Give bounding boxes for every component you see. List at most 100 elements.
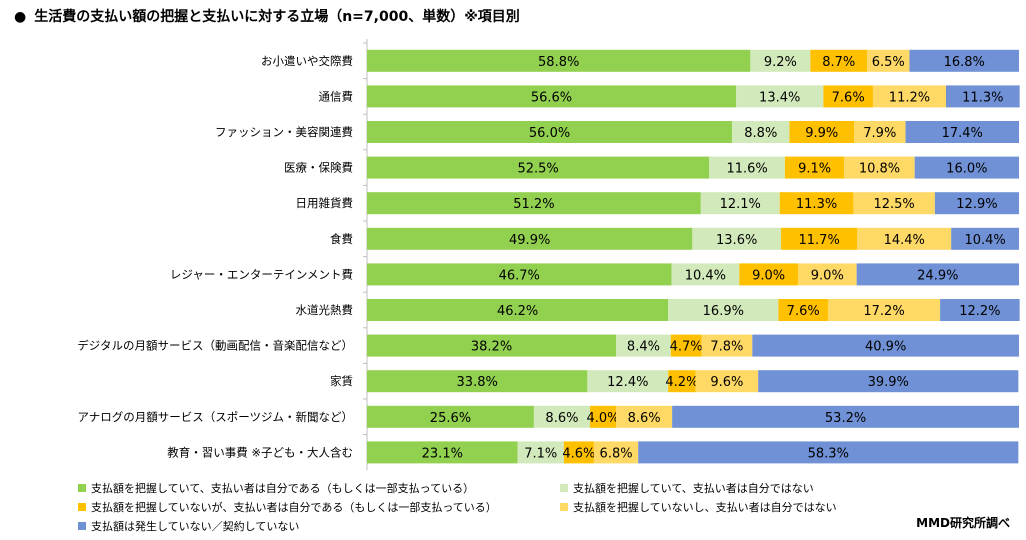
bar-segment bbox=[668, 299, 779, 321]
data-label: 16.0% bbox=[946, 162, 987, 177]
bar-segment bbox=[701, 334, 753, 357]
data-label: 9.1% bbox=[798, 162, 831, 177]
data-label: 23.1% bbox=[422, 446, 463, 461]
bar-segment bbox=[367, 334, 617, 357]
source-credit: MMD研究所調べ bbox=[916, 516, 1010, 530]
data-label: 6.5% bbox=[872, 55, 905, 70]
bar-segment bbox=[827, 299, 941, 321]
bar-segment bbox=[736, 85, 824, 108]
bar-segment bbox=[517, 441, 564, 464]
bar-segment bbox=[709, 156, 785, 179]
category-label: デジタルの月額サービス（動画配信・音楽配信など） bbox=[77, 339, 353, 353]
data-label: 7.6% bbox=[787, 304, 820, 319]
bar-segment bbox=[367, 85, 737, 108]
bar-segment bbox=[797, 263, 857, 286]
bar-segment bbox=[367, 441, 518, 464]
data-label: 53.2% bbox=[825, 411, 866, 426]
legend-entry-5: 支払額は発生していない／契約していない bbox=[78, 518, 299, 534]
bar-segment bbox=[934, 192, 1019, 215]
bar-segment bbox=[671, 263, 740, 286]
bar-segment bbox=[810, 49, 868, 72]
bar-segment bbox=[616, 405, 673, 428]
legend-entry-3: 支払額を把握していないが、支払い者は自分である（もしくは一部支払っている） bbox=[78, 499, 497, 515]
data-label: 8.6% bbox=[545, 411, 578, 426]
legend-entry-2: 支払額を把握していて、支払い者は自分ではない bbox=[560, 480, 814, 496]
data-label: 12.2% bbox=[959, 304, 1000, 319]
legend-swatch bbox=[560, 484, 568, 492]
legend-label: 支払額を把握していて、支払い者は自分ではない bbox=[573, 482, 814, 495]
bar-segment bbox=[779, 192, 854, 215]
bar-segment bbox=[914, 156, 1019, 179]
data-label: 46.2% bbox=[497, 304, 538, 319]
data-label: 13.4% bbox=[759, 90, 800, 105]
bar-segment bbox=[587, 370, 669, 393]
bar-segment bbox=[844, 156, 915, 179]
bar-segment bbox=[752, 334, 1019, 357]
bar-segment bbox=[367, 227, 693, 250]
data-label: 9.9% bbox=[805, 126, 838, 141]
data-label: 14.4% bbox=[884, 233, 925, 248]
data-label: 4.0% bbox=[587, 411, 620, 426]
bar-segment bbox=[872, 85, 946, 108]
data-label: 25.6% bbox=[430, 411, 471, 426]
legend-swatch bbox=[560, 503, 568, 511]
data-label: 11.2% bbox=[889, 90, 930, 105]
legend-entry-4: 支払額を把握していないし、支払い者は自分ではない bbox=[560, 499, 837, 515]
bar-segment bbox=[367, 263, 672, 286]
bar-segment bbox=[367, 49, 751, 72]
bar-segment bbox=[853, 192, 935, 215]
bar-segment bbox=[823, 85, 873, 108]
legend-label: 支払額を把握していないが、支払い者は自分である（もしくは一部支払っている） bbox=[91, 501, 497, 514]
bar-segment bbox=[781, 227, 858, 250]
data-label: 7.1% bbox=[524, 446, 557, 461]
category-label: ファッション・美容関連費 bbox=[215, 125, 353, 139]
category-label: アナログの月額サービス（スポーツジム・新聞など） bbox=[77, 410, 353, 424]
data-label: 38.2% bbox=[471, 340, 512, 355]
bar-segment bbox=[784, 156, 845, 179]
data-label: 9.2% bbox=[764, 55, 797, 70]
category-label: お小遣いや交際費 bbox=[261, 54, 353, 68]
bar-segment bbox=[778, 299, 828, 321]
bar-segment bbox=[750, 49, 811, 72]
bar-segment bbox=[367, 192, 701, 215]
legend-label: 支払額を把握していて、支払い者は自分である（もしくは一部支払っている） bbox=[91, 482, 475, 495]
data-label: 13.6% bbox=[716, 233, 757, 248]
bar-segment bbox=[593, 441, 639, 464]
bar-segment bbox=[589, 405, 617, 428]
bar-segment bbox=[732, 121, 790, 143]
data-label: 11.6% bbox=[726, 162, 767, 177]
data-label: 7.8% bbox=[710, 340, 743, 355]
category-label: 教育・習い事費 ※子ども・大人含む bbox=[167, 445, 353, 459]
bar-segment bbox=[616, 334, 671, 357]
data-label: 9.0% bbox=[811, 268, 844, 283]
bar-segment bbox=[739, 263, 798, 286]
bar-segment bbox=[945, 85, 1020, 108]
category-label: レジャー・エンターテインメント費 bbox=[170, 267, 353, 281]
bar-segment bbox=[695, 370, 759, 393]
data-label: 9.0% bbox=[752, 268, 785, 283]
bar-segment bbox=[905, 121, 1019, 143]
bar-segment bbox=[367, 299, 669, 321]
bar-segment bbox=[867, 49, 910, 72]
data-label: 7.9% bbox=[863, 126, 896, 141]
category-label: 通信費 bbox=[319, 89, 354, 103]
data-label: 12.1% bbox=[720, 197, 761, 212]
bar-segment bbox=[758, 370, 1019, 393]
data-label: 16.9% bbox=[703, 304, 744, 319]
data-label: 10.4% bbox=[685, 268, 726, 283]
bar-segment bbox=[367, 370, 588, 393]
data-label: 49.9% bbox=[509, 233, 550, 248]
legend-label: 支払額を把握していないし、支払い者は自分ではない bbox=[573, 501, 837, 514]
bar-segment bbox=[670, 334, 702, 357]
bar-segment bbox=[856, 263, 1019, 286]
data-label: 17.4% bbox=[942, 126, 983, 141]
data-label: 9.6% bbox=[710, 375, 743, 390]
bar-segment bbox=[668, 370, 696, 393]
chart-title: ● 生活費の支払い額の把握と支払いに対する立場（n=7,000、単数）※項目別 bbox=[14, 6, 520, 26]
data-label: 56.6% bbox=[531, 90, 572, 105]
data-label: 12.4% bbox=[607, 375, 648, 390]
data-label: 11.3% bbox=[962, 90, 1003, 105]
bar-segment bbox=[854, 121, 906, 143]
data-label: 11.3% bbox=[796, 197, 837, 212]
data-label: 10.4% bbox=[964, 233, 1005, 248]
